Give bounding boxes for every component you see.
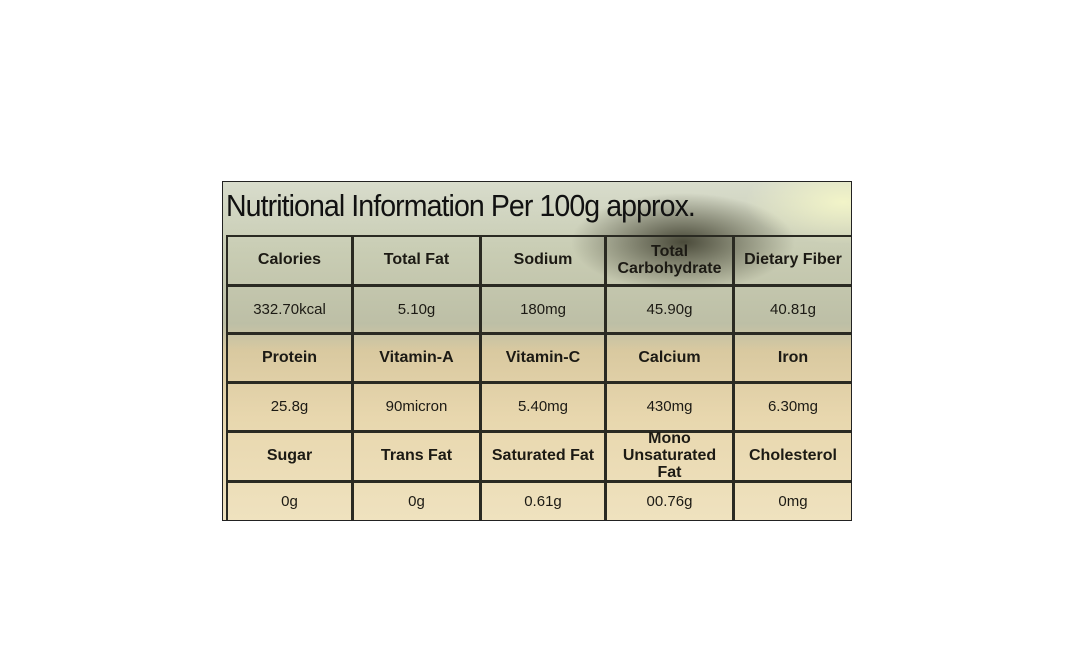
nutrient-name: Vitamin-C xyxy=(480,333,606,383)
nutrient-value: 332.70kcal xyxy=(226,285,353,334)
nutrient-value: 6.30mg xyxy=(733,382,851,432)
nutrient-value: 45.90g xyxy=(605,285,734,334)
nutrient-value: 430mg xyxy=(605,382,734,432)
nutrient-value: 90micron xyxy=(352,382,481,432)
nutrient-value: 0g xyxy=(352,481,481,520)
nutrition-table: Calories Total Fat Sodium Total Carbohydrat… xyxy=(226,235,851,520)
nutrient-name: Protein xyxy=(226,333,353,383)
nutrient-value: 25.8g xyxy=(226,382,353,432)
nutrient-value: 180mg xyxy=(480,285,606,334)
nutrient-name: Sugar xyxy=(226,431,353,482)
nutrient-name: Total Carbohydrate xyxy=(605,235,734,286)
nutrient-name: Total Fat xyxy=(352,235,481,286)
nutrient-value: 40.81g xyxy=(733,285,851,334)
nutrient-name: Trans Fat xyxy=(352,431,481,482)
nutrient-value: 5.10g xyxy=(352,285,481,334)
label-title: Nutritional Information Per 100g approx. xyxy=(226,188,696,223)
nutrient-name: Vitamin-A xyxy=(352,333,481,383)
nutrient-name: Iron xyxy=(733,333,851,383)
nutrient-value: 5.40mg xyxy=(480,382,606,432)
nutrient-value: 0g xyxy=(226,481,353,520)
nutrient-name: Calcium xyxy=(605,333,734,383)
nutrient-name: Calories xyxy=(226,235,353,286)
nutrient-name: Sodium xyxy=(480,235,606,286)
nutrient-name: Dietary Fiber xyxy=(733,235,851,286)
nutrition-label: Nutritional Information Per 100g approx.… xyxy=(222,181,852,521)
nutrient-value: 00.76g xyxy=(605,481,734,520)
nutrient-value: 0.61g xyxy=(480,481,606,520)
nutrient-value: 0mg xyxy=(733,481,851,520)
nutrient-name: Cholesterol xyxy=(733,431,851,482)
nutrient-name: Saturated Fat xyxy=(480,431,606,482)
nutrient-name: Mono Unsaturated Fat xyxy=(605,430,734,482)
